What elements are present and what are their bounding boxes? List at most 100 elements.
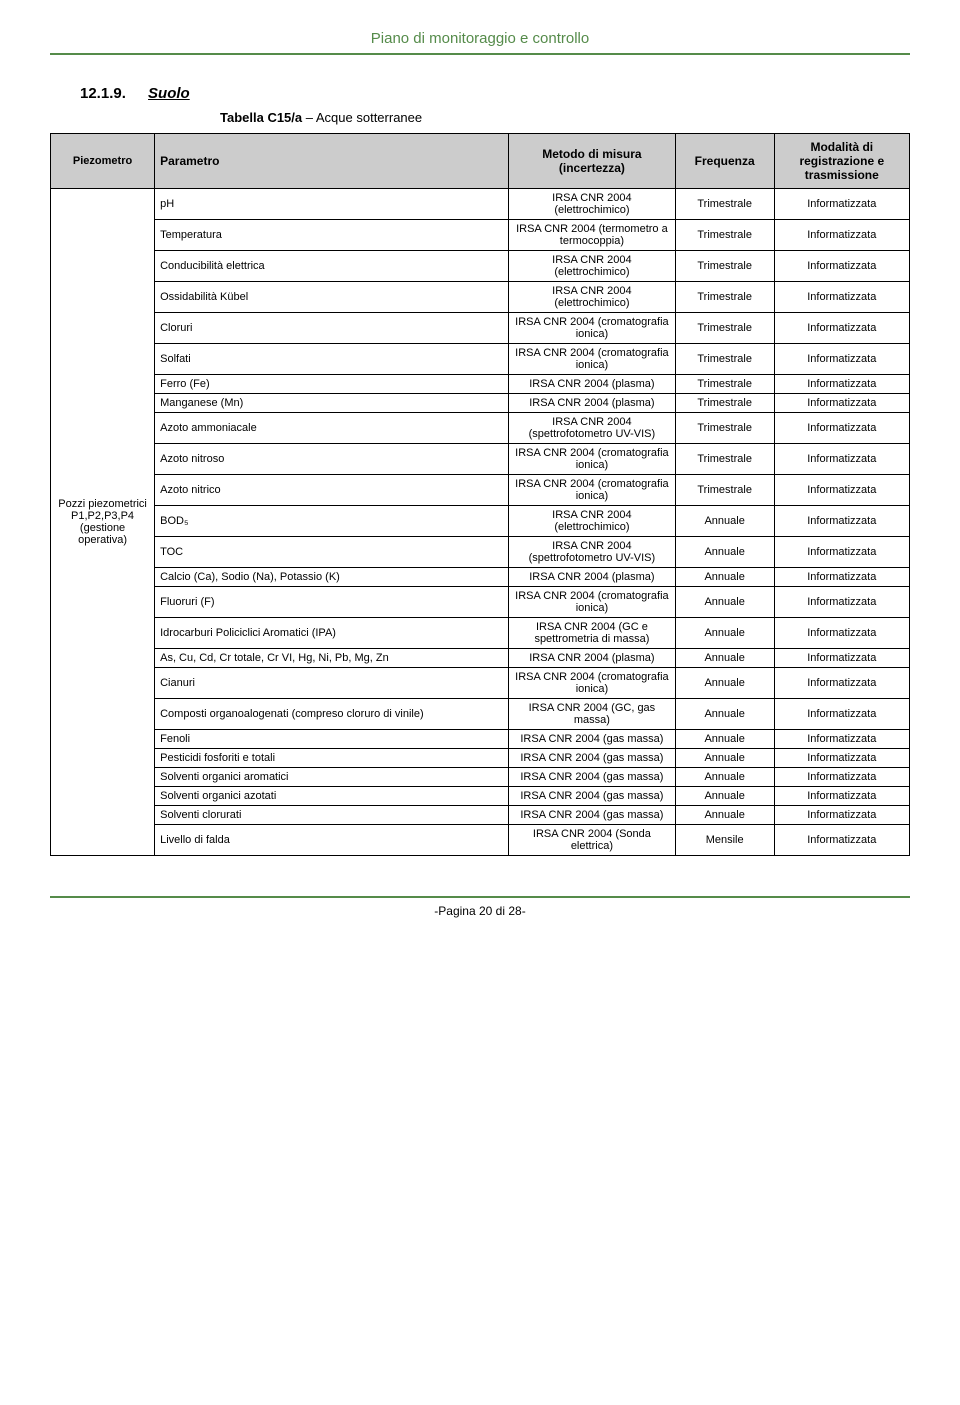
cell-metodo: IRSA CNR 2004 (cromatografia ionica) xyxy=(509,344,676,375)
table-body: Pozzi piezometrici P1,P2,P3,P4 (gestione… xyxy=(51,189,910,856)
table-row: Azoto nitrosoIRSA CNR 2004 (cromatografi… xyxy=(51,444,910,475)
cell-modalita: Informatizzata xyxy=(774,768,909,787)
cell-metodo: IRSA CNR 2004 (cromatografia ionica) xyxy=(509,475,676,506)
cell-parametro: Azoto nitrico xyxy=(155,475,509,506)
table-row: Pozzi piezometrici P1,P2,P3,P4 (gestione… xyxy=(51,189,910,220)
cell-parametro: Fenoli xyxy=(155,730,509,749)
cell-parametro: Cloruri xyxy=(155,313,509,344)
cell-parametro: Azoto ammoniacale xyxy=(155,413,509,444)
cell-frequenza: Annuale xyxy=(675,618,774,649)
cell-parametro: Solfati xyxy=(155,344,509,375)
table-row: Solventi organici azotatiIRSA CNR 2004 (… xyxy=(51,787,910,806)
table-row: TemperaturaIRSA CNR 2004 (termometro a t… xyxy=(51,220,910,251)
cell-metodo: IRSA CNR 2004 (termometro a termocoppia) xyxy=(509,220,676,251)
cell-frequenza: Annuale xyxy=(675,787,774,806)
cell-modalita: Informatizzata xyxy=(774,313,909,344)
page: Piano di monitoraggio e controllo 12.1.9… xyxy=(0,0,960,938)
cell-frequenza: Trimestrale xyxy=(675,220,774,251)
cell-frequenza: Annuale xyxy=(675,537,774,568)
cell-frequenza: Trimestrale xyxy=(675,189,774,220)
cell-metodo: IRSA CNR 2004 (elettrochimico) xyxy=(509,282,676,313)
table-row: CloruriIRSA CNR 2004 (cromatografia ioni… xyxy=(51,313,910,344)
table-row: SolfatiIRSA CNR 2004 (cromatografia ioni… xyxy=(51,344,910,375)
cell-metodo: IRSA CNR 2004 (elettrochimico) xyxy=(509,506,676,537)
document-header-title: Piano di monitoraggio e controllo xyxy=(50,30,910,47)
cell-frequenza: Annuale xyxy=(675,806,774,825)
cell-modalita: Informatizzata xyxy=(774,730,909,749)
cell-frequenza: Mensile xyxy=(675,825,774,856)
table-row: Conducibilità elettricaIRSA CNR 2004 (el… xyxy=(51,251,910,282)
cell-parametro: As, Cu, Cd, Cr totale, Cr VI, Hg, Ni, Pb… xyxy=(155,649,509,668)
cell-frequenza: Trimestrale xyxy=(675,313,774,344)
cell-metodo: IRSA CNR 2004 (elettrochimico) xyxy=(509,189,676,220)
cell-parametro: Fluoruri (F) xyxy=(155,587,509,618)
cell-frequenza: Annuale xyxy=(675,768,774,787)
table-row: Azoto nitricoIRSA CNR 2004 (cromatografi… xyxy=(51,475,910,506)
cell-metodo: IRSA CNR 2004 (cromatografia ionica) xyxy=(509,587,676,618)
cell-parametro: Cianuri xyxy=(155,668,509,699)
col-header-piezometro: Piezometro xyxy=(51,134,155,189)
cell-frequenza: Annuale xyxy=(675,568,774,587)
cell-frequenza: Annuale xyxy=(675,587,774,618)
cell-parametro: Solventi clorurati xyxy=(155,806,509,825)
footer-divider xyxy=(50,896,910,898)
table-row: Idrocarburi Policiclici Aromatici (IPA)I… xyxy=(51,618,910,649)
col-header-modalita: Modalità di registrazione e trasmissione xyxy=(774,134,909,189)
cell-parametro: pH xyxy=(155,189,509,220)
col-header-parametro: Parametro xyxy=(155,134,509,189)
cell-modalita: Informatizzata xyxy=(774,787,909,806)
cell-parametro: Conducibilità elettrica xyxy=(155,251,509,282)
cell-metodo: IRSA CNR 2004 (spettrofotometro UV-VIS) xyxy=(509,537,676,568)
section-title: Suolo xyxy=(148,85,190,102)
cell-modalita: Informatizzata xyxy=(774,618,909,649)
cell-metodo: IRSA CNR 2004 (Sonda elettrica) xyxy=(509,825,676,856)
cell-modalita: Informatizzata xyxy=(774,413,909,444)
cell-parametro: Solventi organici aromatici xyxy=(155,768,509,787)
cell-frequenza: Annuale xyxy=(675,749,774,768)
cell-parametro: BOD₅ xyxy=(155,506,509,537)
cell-modalita: Informatizzata xyxy=(774,220,909,251)
section-heading: 12.1.9. Suolo xyxy=(80,85,910,102)
table-row: Composti organoalogenati (compreso cloru… xyxy=(51,699,910,730)
cell-metodo: IRSA CNR 2004 (plasma) xyxy=(509,394,676,413)
cell-frequenza: Trimestrale xyxy=(675,444,774,475)
table-row: Ossidabilità KübelIRSA CNR 2004 (elettro… xyxy=(51,282,910,313)
cell-frequenza: Trimestrale xyxy=(675,375,774,394)
cell-parametro: Ferro (Fe) xyxy=(155,375,509,394)
table-row: Calcio (Ca), Sodio (Na), Potassio (K)IRS… xyxy=(51,568,910,587)
cell-frequenza: Trimestrale xyxy=(675,251,774,282)
table-row: FenoliIRSA CNR 2004 (gas massa)AnnualeIn… xyxy=(51,730,910,749)
table-row: Azoto ammoniacaleIRSA CNR 2004 (spettrof… xyxy=(51,413,910,444)
cell-frequenza: Annuale xyxy=(675,649,774,668)
cell-modalita: Informatizzata xyxy=(774,537,909,568)
cell-frequenza: Annuale xyxy=(675,699,774,730)
data-table: Piezometro Parametro Metodo di misura (i… xyxy=(50,133,910,856)
col-header-frequenza: Frequenza xyxy=(675,134,774,189)
cell-frequenza: Trimestrale xyxy=(675,344,774,375)
page-footer: -Pagina 20 di 28- xyxy=(50,904,910,918)
table-row: TOCIRSA CNR 2004 (spettrofotometro UV-VI… xyxy=(51,537,910,568)
cell-modalita: Informatizzata xyxy=(774,587,909,618)
cell-parametro: Solventi organici azotati xyxy=(155,787,509,806)
piezometro-cell: Pozzi piezometrici P1,P2,P3,P4 (gestione… xyxy=(51,189,155,856)
table-row: BOD₅IRSA CNR 2004 (elettrochimico)Annual… xyxy=(51,506,910,537)
cell-parametro: Temperatura xyxy=(155,220,509,251)
cell-parametro: Composti organoalogenati (compreso cloru… xyxy=(155,699,509,730)
cell-modalita: Informatizzata xyxy=(774,506,909,537)
cell-parametro: Idrocarburi Policiclici Aromatici (IPA) xyxy=(155,618,509,649)
cell-modalita: Informatizzata xyxy=(774,568,909,587)
header-divider xyxy=(50,53,910,55)
cell-modalita: Informatizzata xyxy=(774,749,909,768)
cell-parametro: Calcio (Ca), Sodio (Na), Potassio (K) xyxy=(155,568,509,587)
cell-metodo: IRSA CNR 2004 (GC e spettrometria di mas… xyxy=(509,618,676,649)
cell-modalita: Informatizzata xyxy=(774,394,909,413)
section-number: 12.1.9. xyxy=(80,85,126,102)
cell-frequenza: Trimestrale xyxy=(675,282,774,313)
col-header-metodo: Metodo di misura (incertezza) xyxy=(509,134,676,189)
cell-modalita: Informatizzata xyxy=(774,649,909,668)
table-row: Solventi cloruratiIRSA CNR 2004 (gas mas… xyxy=(51,806,910,825)
cell-modalita: Informatizzata xyxy=(774,668,909,699)
cell-metodo: IRSA CNR 2004 (plasma) xyxy=(509,375,676,394)
cell-modalita: Informatizzata xyxy=(774,806,909,825)
cell-frequenza: Trimestrale xyxy=(675,413,774,444)
